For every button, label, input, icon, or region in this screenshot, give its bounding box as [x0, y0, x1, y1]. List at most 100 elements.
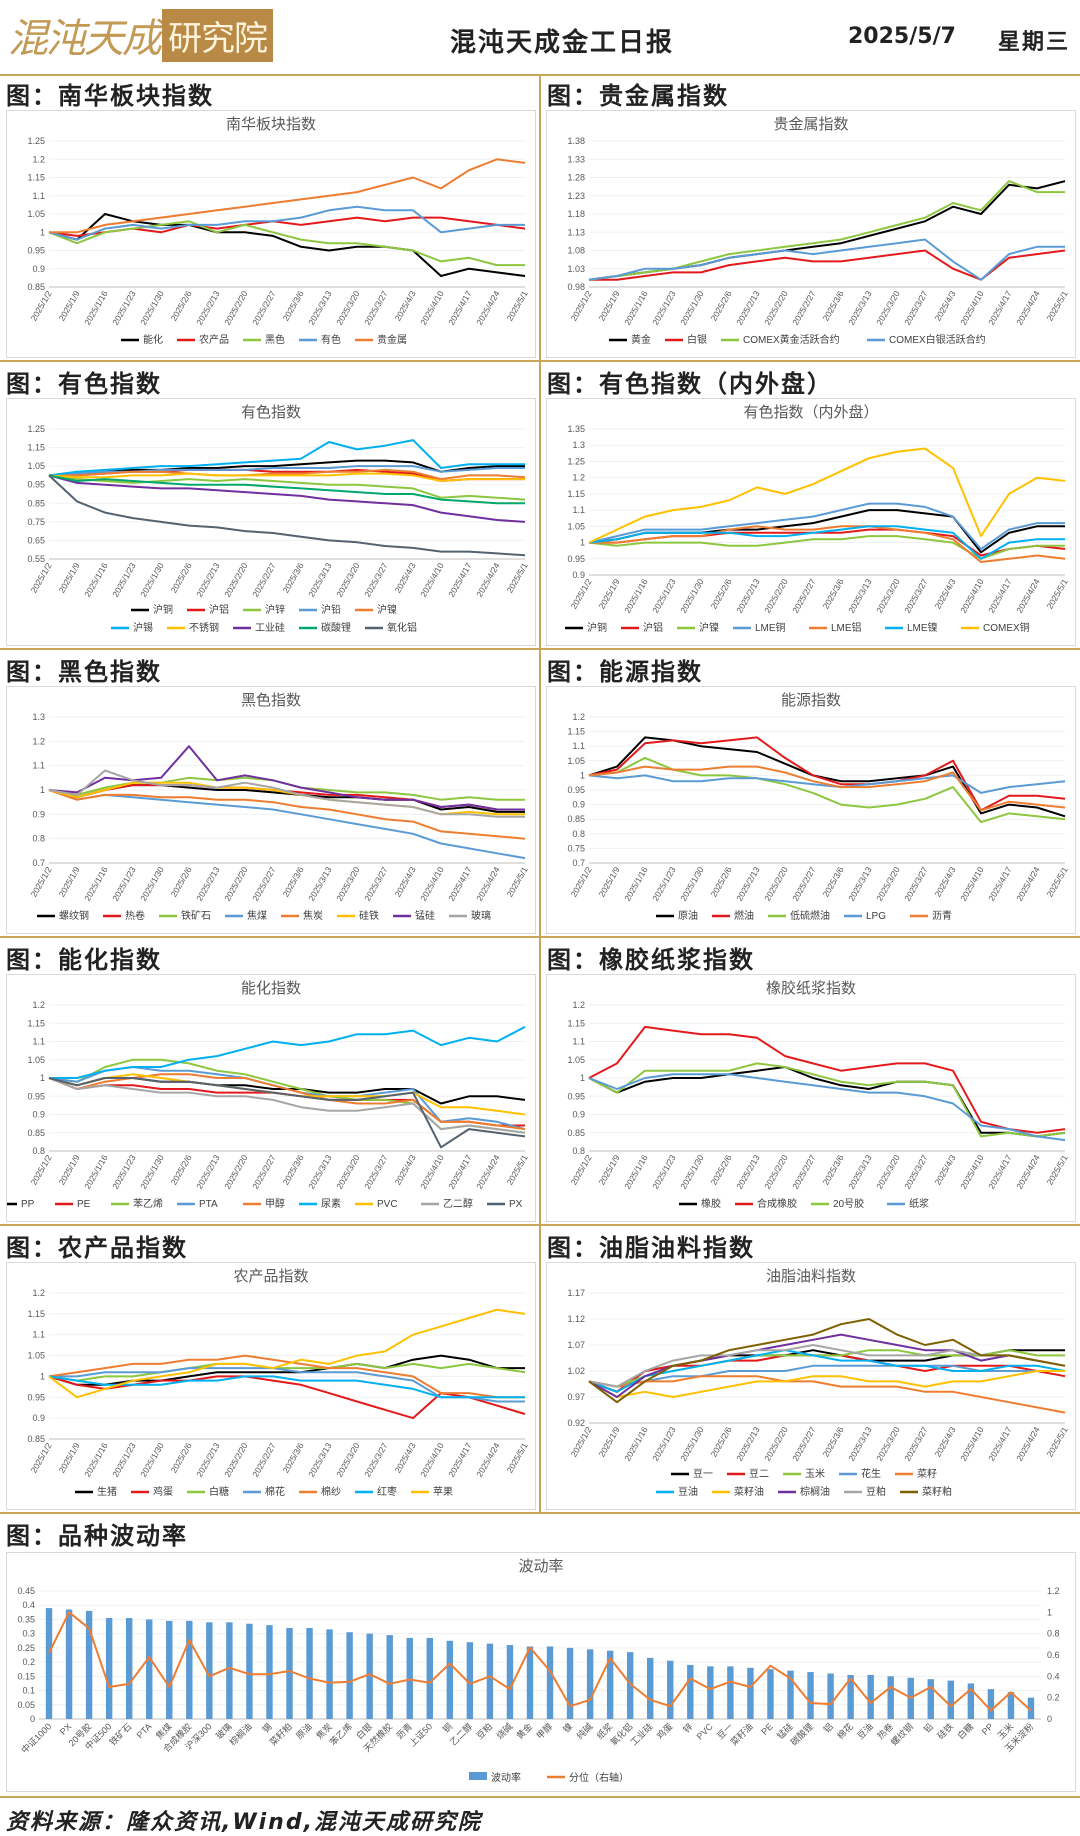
y-right-tick-label: 0.8	[1047, 1629, 1060, 1639]
legend-label: PTA	[199, 1199, 218, 1210]
y-tick-label: 1.17	[567, 1288, 585, 1298]
legend-label: 氧化铝	[387, 621, 417, 634]
series-line-5	[49, 1026, 526, 1079]
x-tick-label: 2025/1/16	[82, 865, 110, 903]
x-tick-label: 2025/4/10	[958, 1153, 986, 1191]
x-tick-label: 2025/3/27	[902, 577, 930, 615]
x-tick-label: 2025/1/9	[597, 1425, 622, 1459]
x-category-label: 碳酸锂	[788, 1721, 815, 1748]
y-right-tick-label: 0	[1047, 1714, 1052, 1724]
x-category-label: 纯碱	[574, 1721, 595, 1742]
x-tick-label: 2025/4/10	[958, 1425, 986, 1463]
legend-label: 螺纹钢	[59, 909, 89, 922]
x-category-label: 棕榈油	[227, 1721, 254, 1748]
x-tick-label: 2025/3/27	[362, 1441, 390, 1479]
legend-label: PP	[21, 1199, 35, 1210]
series-line-2	[48, 474, 526, 501]
y-tick-label: 0.95	[567, 785, 585, 795]
x-tick-label: 2025/4/17	[446, 1153, 474, 1191]
x-tick-label: 2025/3/13	[846, 1425, 874, 1463]
x-tick-label: 2025/4/10	[418, 1153, 446, 1191]
series-line-5	[588, 525, 1065, 560]
y-tick-label: 0.9	[32, 1413, 45, 1423]
x-tick-label: 2025/2/27	[790, 289, 818, 327]
x-tick-label: 2025/4/17	[986, 577, 1014, 615]
x-tick-label: 2025/4/24	[474, 289, 502, 327]
y-tick-label: 1.02	[567, 1366, 585, 1376]
x-tick-label: 2025/3/13	[846, 289, 874, 327]
x-tick-label: 2025/3/27	[902, 1425, 930, 1463]
x-tick-label: 2025/4/3	[393, 289, 418, 323]
y-right-tick-label: 1	[1047, 1607, 1052, 1617]
x-tick-label: 2025/4/3	[393, 1153, 418, 1187]
x-tick-label: 2025/2/13	[734, 577, 762, 615]
x-category-label: PVC	[695, 1721, 716, 1742]
legend-label: 菜籽粕	[922, 1485, 952, 1498]
legend-label: PE	[77, 1199, 91, 1210]
chart-title: 有色指数（内外盘）	[743, 403, 878, 421]
y-tick-label: 1.15	[27, 1018, 45, 1028]
y-tick-label: 0.85	[27, 1128, 45, 1138]
chart-title: 油脂油料指数	[766, 1268, 856, 1285]
x-tick-label: 2025/1/23	[650, 865, 678, 903]
x-tick-label: 2025/3/13	[306, 1153, 334, 1191]
x-tick-label: 2025/4/10	[958, 865, 986, 903]
column-divider	[539, 74, 541, 1512]
legend-label: 锰硅	[415, 909, 435, 922]
x-tick-label: 2025/2/27	[250, 1153, 278, 1191]
chart-energy: 能源指数 0.7 0.75 0.8 0.85 0.9 0.95 1 1.05 1.1 1.15 1.2…	[546, 686, 1076, 934]
x-tick-label: 2025/3/20	[334, 1441, 362, 1479]
x-tick-label: 2025/3/20	[334, 865, 362, 903]
x-tick-label: 2025/3/13	[846, 1153, 874, 1191]
bar-2	[85, 1610, 93, 1719]
report-title: 混沌天成金工日报	[450, 28, 675, 58]
x-category-label: 工业硅	[628, 1721, 655, 1748]
x-tick-label: 2025/3/27	[902, 289, 930, 327]
x-tick-label: 2025/4/3	[393, 561, 418, 595]
series-line-4	[49, 468, 526, 481]
y-tick-label: 0.9	[32, 809, 45, 819]
y-tick-label: 1.3	[32, 712, 45, 722]
y-tick-label: 1.15	[567, 489, 585, 499]
series-line-5	[48, 439, 525, 477]
bar-36	[767, 1669, 774, 1719]
y-tick-label: 1	[40, 227, 45, 237]
y-tick-label: 1.33	[567, 154, 585, 164]
x-tick-label: 2025/1/9	[597, 865, 622, 899]
x-tick-label: 2025/1/30	[678, 289, 706, 327]
chart-precious: 贵金属指数 0.98 1.03 1.08 1.13 1.18 1.23 1.28 1.33 1.3…	[546, 110, 1076, 358]
x-tick-label: 2025/1/30	[138, 865, 166, 903]
x-tick-label: 2025/4/10	[418, 561, 446, 599]
bar-48	[1007, 1691, 1015, 1719]
report-weekday: 星期三	[998, 30, 1071, 55]
bar-17	[386, 1635, 393, 1719]
legend-label: 农产品	[199, 333, 229, 346]
bar-44	[927, 1679, 934, 1719]
legend-label: 菜籽油	[734, 1485, 764, 1498]
legend-label: 燃油	[734, 909, 754, 922]
bar-15	[346, 1632, 353, 1719]
chart-title: 橡胶纸浆指数	[766, 979, 856, 997]
y-right-tick-label: 0.6	[1047, 1650, 1060, 1660]
legend-label: LME铝	[831, 622, 862, 634]
line-chart: 能化指数 0.8 0.85 0.9 0.95 1 1.05 1.1 1.15 1.2 2025/1/…	[6, 974, 536, 1222]
y-left-tick-label: 0.15	[17, 1671, 35, 1681]
x-tick-label: 2025/3/6	[821, 1425, 846, 1459]
bar-35	[747, 1667, 754, 1719]
y-tick-label: 1.38	[567, 136, 585, 146]
series-line-1	[588, 1025, 1066, 1134]
series-line-4	[589, 525, 1066, 563]
x-tick-label: 2025/5/1	[505, 289, 530, 323]
x-tick-label: 2025/1/23	[110, 865, 138, 903]
bar-38	[807, 1672, 814, 1719]
x-tick-label: 2025/1/16	[82, 1153, 110, 1191]
section-title: 图：能源指数	[547, 658, 703, 686]
legend-label: 不锈钢	[189, 621, 219, 634]
bar-29	[626, 1652, 634, 1719]
x-tick-label: 2025/3/20	[334, 1153, 362, 1191]
legend-label: 热卷	[125, 909, 145, 922]
x-tick-label: 2025/4/17	[446, 289, 474, 327]
x-tick-label: 2025/4/17	[986, 865, 1014, 903]
y-left-tick-label: 0.25	[17, 1643, 35, 1653]
x-tick-label: 2025/2/6	[709, 289, 734, 323]
